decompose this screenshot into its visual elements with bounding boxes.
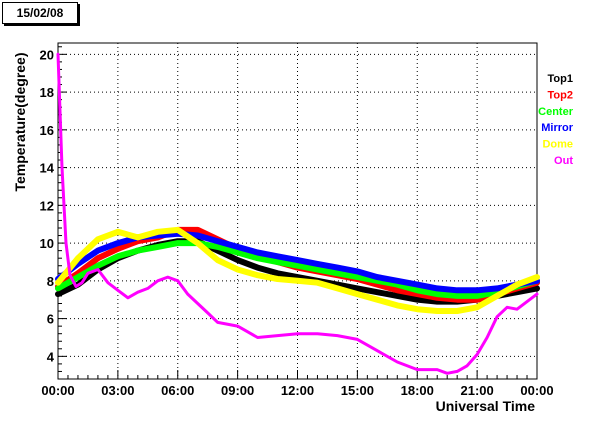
x-tick-label: 21:00 — [461, 383, 494, 398]
y-axis-label: Temperature(degree) — [12, 52, 28, 191]
x-axis-ticks: 00:00 03:00 06:00 09:00 12:00 15:00 18:00 21:00… — [41, 370, 554, 398]
x-tick-label: 18:00 — [401, 383, 434, 398]
x-tick-label: 09:00 — [221, 383, 254, 398]
y-tick-label: 12 — [40, 198, 54, 213]
x-tick-label: 15:00 — [341, 383, 374, 398]
y-tick-label: 16 — [40, 123, 54, 138]
x-tick-label: 03:00 — [101, 383, 134, 398]
x-tick-label: 00:00 — [41, 383, 74, 398]
x-tick-label: 00:00 — [520, 383, 553, 398]
y-tick-label: 10 — [40, 236, 54, 251]
x-axis-label: Universal Time — [436, 398, 536, 414]
series-center-line — [55, 240, 540, 299]
series-dome-line — [55, 226, 540, 314]
y-tick-label: 18 — [40, 85, 54, 100]
legend-entry-mirror: Mirror — [541, 122, 574, 134]
x-tick-label: 06:00 — [161, 383, 194, 398]
legend-entry-center: Center — [538, 106, 574, 118]
y-axis-ticks: 4 6 8 10 12 14 16 18 20 — [40, 46, 67, 372]
legend-entry-top1: Top1 — [548, 73, 573, 85]
y-tick-label: 8 — [47, 274, 54, 289]
series-layer — [55, 52, 540, 375]
date-label: 15/02/08 — [2, 2, 78, 24]
legend: Top1 Top2 Center Mirror Dome Out — [538, 73, 574, 167]
legend-entry-top2: Top2 — [548, 89, 573, 101]
x-tick-label: 12:00 — [281, 383, 314, 398]
series-out-line — [56, 52, 539, 375]
legend-entry-dome: Dome — [542, 139, 573, 151]
grid-lines — [58, 43, 537, 379]
y-tick-label: 20 — [40, 47, 54, 62]
y-tick-label: 4 — [47, 349, 55, 364]
y-tick-label: 14 — [40, 161, 55, 176]
y-tick-label: 6 — [47, 312, 54, 327]
legend-entry-out: Out — [554, 155, 573, 167]
